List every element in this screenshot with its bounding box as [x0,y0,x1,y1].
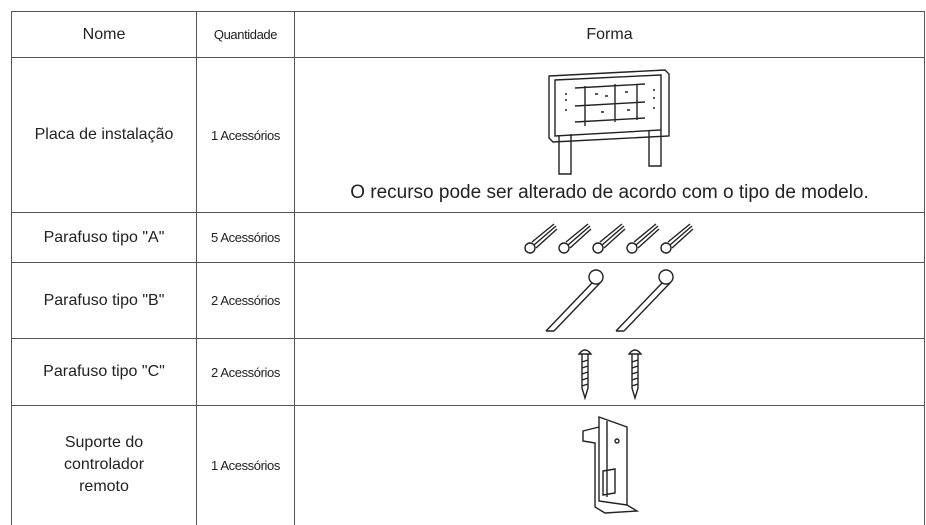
name-cell: Parafuso tipo "A" [11,212,197,263]
row: Parafuso tipo "A" 5 Acessórios [11,212,925,263]
quantity-cell: 5 Acessórios [196,212,295,263]
quantity-cell: 2 Acessórios [196,262,295,339]
name-cell: Parafuso tipo "B" [11,262,197,339]
plate-illustration [547,69,670,175]
shape-cell [294,212,925,263]
holder-illustration [581,416,639,514]
note: O recurso pode ser alterado de acordo co… [350,182,869,203]
header-cell: Forma [294,11,925,58]
row: Placa de instalação 1 Acessórios O recur… [11,57,925,213]
header-row: Nome Quantidade Forma [11,11,925,58]
screw-c-illustration [577,349,642,400]
screw-b-illustration [544,268,674,332]
shape-cell [294,262,925,339]
quantity-cell: 1 Acessórios [196,57,295,213]
quantity-cell: 1 Acessórios [196,405,295,525]
accessory-table: Nome Quantidade Forma Placa de instalaçã… [11,11,925,525]
name-text: Suporte do controlador remoto [63,434,145,496]
row: Suporte do controlador remoto 1 Acessóri… [11,405,925,525]
name-cell: Parafuso tipo "C" [11,338,197,406]
shape-cell [294,338,925,406]
header-cell: Quantidade [196,11,295,58]
header-cell: Nome [11,11,197,58]
name-cell: Suporte do controlador remoto [11,405,197,525]
row: Parafuso tipo "B" 2 Acessórios [11,262,925,339]
screw-a-illustration [523,222,693,254]
quantity-cell: 2 Acessórios [196,338,295,406]
shape-cell: O recurso pode ser alterado de acordo co… [294,57,925,213]
row: Parafuso tipo "C" 2 Acessórios [11,338,925,406]
name-cell: Placa de instalação [11,57,197,213]
shape-cell [294,405,925,525]
